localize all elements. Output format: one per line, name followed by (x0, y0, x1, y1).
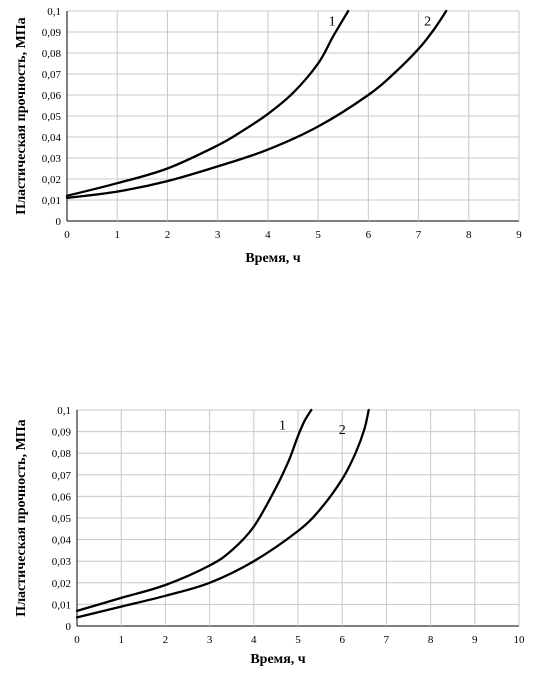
y-tick-label: 0,02 (52, 578, 71, 590)
y-axis-title: Пластическая прочность, МПа (14, 17, 29, 214)
series-label-1: 1 (329, 15, 336, 30)
chart-top: 0 0,01 0,02 0,03 0,04 0,05 0,06 0,07 0,08 0,09 0,1… (14, 6, 522, 266)
y-tick-label: 0,04 (52, 535, 72, 547)
y-tick-label: 0,02 (42, 174, 61, 186)
y-tick-label: 0,04 (42, 132, 62, 144)
x-tick-label: 3 (215, 229, 221, 241)
y-tick-label: 0 (66, 621, 72, 633)
y-tick-label: 0,05 (52, 513, 72, 525)
y-tick-label: 0,06 (52, 491, 72, 503)
y-tick-label: 0,01 (42, 195, 61, 207)
x-tick-label: 5 (315, 229, 321, 241)
y-tick-label: 0,03 (52, 556, 72, 568)
series-line-2 (75, 408, 370, 619)
y-tick-label: 0,08 (52, 448, 72, 460)
x-tick-label: 1 (114, 229, 120, 241)
y-tick-label: 0,08 (42, 48, 62, 60)
x-tick-label: 3 (207, 634, 213, 646)
x-tick-label: 2 (165, 229, 171, 241)
y-tick-label: 0,09 (42, 27, 62, 39)
series-label-2: 2 (339, 423, 346, 438)
x-axis-title: Время, ч (245, 251, 300, 266)
x-tick-label: 4 (265, 229, 271, 241)
y-tick-label: 0,1 (57, 405, 71, 417)
x-tick-label: 5 (295, 634, 301, 646)
y-axis-title: Пластическая прочность, МПа (14, 419, 29, 616)
y-tick-label: 0,1 (47, 6, 61, 18)
x-tick-label: 0 (74, 634, 80, 646)
y-tick-label: 0 (56, 216, 62, 228)
y-tick-label: 0,07 (42, 69, 62, 81)
y-tick-label: 0,05 (42, 111, 62, 123)
x-axis-title: Время, ч (250, 652, 305, 667)
x-tick-label: 10 (514, 634, 526, 646)
x-tick-label: 9 (472, 634, 478, 646)
x-tick-label: 6 (366, 229, 372, 241)
x-tick-label: 6 (339, 634, 345, 646)
x-tick-label: 8 (466, 229, 472, 241)
chart-bottom: 0 0,01 0,02 0,03 0,04 0,05 0,06 0,07 0,08 0,09 0,1… (14, 405, 526, 667)
series-label-2: 2 (424, 15, 431, 30)
x-tick-label: 8 (428, 634, 434, 646)
x-tick-label: 1 (118, 634, 124, 646)
x-tick-label: 2 (163, 634, 169, 646)
y-tick-label: 0,07 (52, 470, 72, 482)
x-tick-label: 4 (251, 634, 257, 646)
series-line-2 (65, 9, 448, 200)
series-label-1: 1 (279, 418, 286, 433)
x-tick-label: 9 (516, 229, 522, 241)
x-tick-label: 7 (416, 229, 422, 241)
x-tick-label: 0 (64, 229, 70, 241)
y-tick-label: 0,06 (42, 90, 62, 102)
series-line-1 (75, 408, 313, 613)
y-tick-label: 0,03 (42, 153, 62, 165)
y-tick-label: 0,09 (52, 427, 72, 439)
y-tick-label: 0,01 (52, 599, 71, 611)
x-tick-label: 7 (384, 634, 390, 646)
series-line-1 (65, 9, 350, 197)
